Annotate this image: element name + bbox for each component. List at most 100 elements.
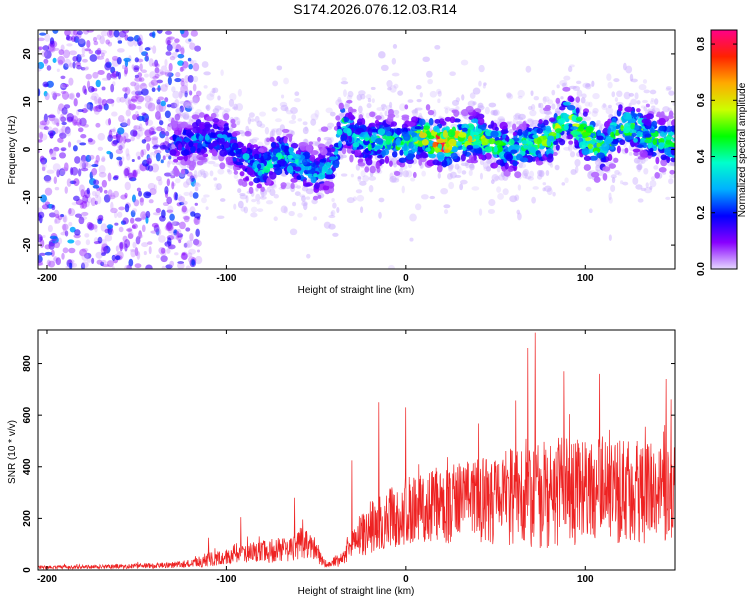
heatmap-ridge-cell bbox=[448, 138, 457, 146]
heatmap-ridge-cell bbox=[238, 178, 244, 186]
heatmap-noise-cell bbox=[105, 39, 111, 45]
heatmap-noise-cell bbox=[134, 74, 139, 79]
heatmap-noise-cell bbox=[97, 146, 104, 151]
heatmap-noise-cell bbox=[135, 151, 141, 158]
heatmap-ridge-cell bbox=[376, 149, 382, 155]
heatmap-ridge-cell bbox=[286, 165, 294, 174]
heatmap-halo-cell bbox=[649, 100, 654, 105]
heatmap-noise-cell bbox=[51, 90, 58, 97]
heatmap-halo-cell bbox=[175, 107, 182, 114]
snr-x-tick-label: -200 bbox=[37, 574, 57, 585]
heatmap-noise-cell bbox=[165, 30, 172, 35]
heatmap-noise-cell bbox=[42, 81, 49, 88]
heatmap-noise-cell bbox=[191, 259, 196, 266]
heatmap-noise-cell bbox=[60, 167, 69, 172]
heatmap-halo-cell bbox=[580, 97, 586, 104]
heatmap-ridge-cell bbox=[348, 135, 353, 143]
heatmap-ridge-cell bbox=[667, 131, 675, 136]
heatmap-noise-cell bbox=[167, 205, 174, 214]
heatmap-halo-cell bbox=[256, 120, 263, 127]
heatmap-noise-cell bbox=[165, 51, 172, 56]
heatmap-ridge-cell bbox=[583, 155, 592, 161]
heatmap-noise-cell bbox=[144, 128, 153, 136]
heatmap-halo-cell bbox=[649, 186, 653, 190]
heatmap-ridge-cell bbox=[198, 156, 206, 161]
heatmap-noise-cell bbox=[196, 249, 201, 253]
heatmap-noise-cell bbox=[63, 63, 69, 70]
heatmap-noise-cell bbox=[94, 194, 99, 199]
heatmap-ridge-cell bbox=[374, 119, 380, 125]
heatmap-noise-cell bbox=[91, 92, 99, 102]
heatmap-noise-cell bbox=[39, 133, 48, 141]
heatmap-ridge-cell bbox=[451, 109, 457, 114]
heatmap-noise-cell bbox=[46, 80, 54, 88]
heatmap-noise-cell bbox=[131, 208, 138, 213]
heatmap-noise-cell bbox=[60, 83, 66, 88]
heatmap-ridge-cell bbox=[411, 116, 419, 123]
heatmap-ridge-cell bbox=[658, 125, 665, 132]
heatmap-ridge-cell bbox=[670, 147, 675, 156]
heatmap-ridge-cell bbox=[465, 105, 474, 113]
heatmap-noise-cell bbox=[166, 161, 171, 168]
heatmap-halo-cell bbox=[205, 105, 210, 110]
heatmap-noise-cell bbox=[136, 105, 142, 110]
heatmap-halo-cell bbox=[632, 177, 639, 185]
heatmap-halo-cell bbox=[183, 191, 190, 196]
heatmap-halo-cell bbox=[273, 194, 279, 199]
heatmap-ridge-cell bbox=[490, 120, 495, 128]
heatmap-noise-cell bbox=[60, 44, 65, 52]
heatmap-ridge-cell bbox=[408, 141, 414, 149]
heatmap-noise-cell bbox=[49, 150, 57, 159]
heatmap-noise-cell bbox=[69, 30, 76, 36]
heatmap-noise-cell bbox=[187, 100, 195, 104]
heatmap-halo-cell bbox=[457, 165, 462, 174]
heatmap-noise-cell bbox=[57, 137, 64, 143]
heatmap-halo-cell bbox=[177, 194, 183, 201]
heatmap-ridge-cell bbox=[473, 139, 482, 146]
snr-x-ticks: -200 -100 0 100 bbox=[37, 330, 594, 585]
heatmap-ridge-cell bbox=[455, 140, 462, 147]
heatmap-noise-cell bbox=[124, 168, 130, 177]
heatmap-ridge-cell bbox=[405, 153, 415, 160]
heatmap-noise-cell bbox=[126, 153, 131, 161]
heatmap-noise-cell bbox=[146, 143, 151, 152]
heatmap-halo-cell bbox=[643, 106, 648, 112]
heatmap-noise-cell bbox=[42, 167, 46, 172]
heatmap-ridge-cell bbox=[356, 121, 363, 126]
heatmap-noise-cell bbox=[112, 139, 119, 145]
spectrogram-y-label: Frequency (Hz) bbox=[7, 116, 18, 185]
heatmap-noise-cell bbox=[118, 241, 126, 250]
heatmap-halo-cell bbox=[498, 174, 505, 181]
heatmap-halo-cell bbox=[229, 93, 237, 101]
heatmap-halo-cell bbox=[444, 107, 449, 114]
heatmap-ridge-cell bbox=[504, 162, 509, 170]
heatmap-noise-cell bbox=[179, 66, 184, 72]
heatmap-ridge-cell bbox=[660, 158, 668, 167]
heatmap-ridge-cell bbox=[183, 154, 188, 162]
heatmap-ridge-cell bbox=[654, 172, 660, 179]
heatmap-ridge-cell bbox=[196, 147, 201, 154]
heatmap-noise-cell bbox=[168, 155, 172, 160]
heatmap-noise-cell bbox=[138, 123, 143, 132]
heatmap-ridge-cell bbox=[496, 144, 503, 153]
heatmap-halo-cell bbox=[329, 111, 336, 117]
heatmap-noise-cell bbox=[98, 214, 104, 221]
heatmap-noise-cell bbox=[57, 106, 61, 115]
heatmap-halo-cell bbox=[367, 97, 372, 103]
heatmap-ridge-cell bbox=[336, 128, 343, 136]
heatmap-noise-cell bbox=[63, 216, 67, 223]
heatmap-halo-cell bbox=[294, 191, 301, 196]
heatmap-noise-cell bbox=[72, 55, 79, 62]
heatmap-halo-cell bbox=[605, 107, 614, 115]
heatmap-noise-cell bbox=[111, 254, 116, 261]
heatmap-noise-cell bbox=[95, 190, 101, 197]
heatmap-ridge-cell bbox=[669, 169, 675, 175]
heatmap-noise-cell bbox=[134, 263, 142, 269]
heatmap-noise-cell bbox=[75, 92, 81, 98]
heatmap-noise-cell bbox=[49, 235, 58, 240]
heatmap-halo-cell bbox=[471, 186, 480, 191]
heatmap-halo-cell bbox=[669, 161, 675, 167]
heatmap-ridge-cell bbox=[241, 145, 248, 153]
heatmap-ridge-cell bbox=[617, 107, 623, 112]
heatmap-halo-cell bbox=[255, 193, 261, 202]
